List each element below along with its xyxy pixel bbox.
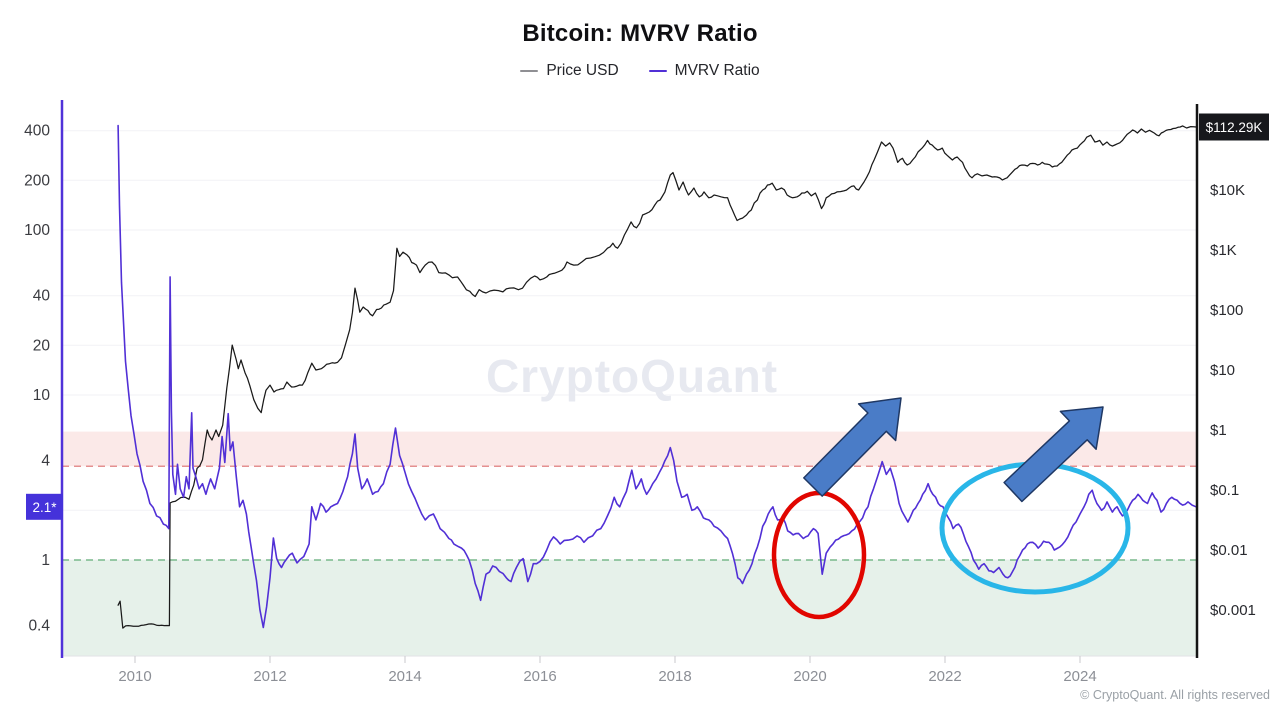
right-tick-label: $1K [1210, 242, 1237, 259]
mvrv-ratio-line [117, 124, 1197, 629]
left-tick-label: 20 [33, 337, 51, 354]
left-axis-labels: 400 200 100 40 20 10 4 1 0.4 [24, 123, 50, 635]
x-tick-label: 2024 [1063, 668, 1096, 685]
right-tick-label: $1 [1210, 422, 1227, 439]
right-axis-labels: $10K $1K $100 $10 $1 $0.1 $0.01 $0.001 [1210, 182, 1256, 619]
x-axis: 2010 2012 2014 2016 2018 2020 2022 2024 [62, 655, 1197, 685]
left-tick-label: 4 [41, 453, 50, 470]
undervalued-band [62, 560, 1197, 656]
up-right-arrow-annotation [1003, 406, 1104, 503]
mvrv-current-badge-label: 2.1* [32, 500, 57, 515]
left-tick-label: 1 [41, 552, 50, 569]
left-tick-label: 10 [33, 387, 51, 404]
x-tick-label: 2016 [523, 668, 556, 685]
x-tick-label: 2020 [793, 668, 826, 685]
watermark: CryptoQuant [486, 350, 778, 402]
x-tick-label: 2022 [928, 668, 961, 685]
right-tick-label: $100 [1210, 302, 1243, 319]
value-badges: 2.1* $112.29K [26, 113, 1269, 520]
x-tick-label: 2014 [388, 668, 421, 685]
x-tick-label: 2012 [253, 668, 286, 685]
threshold-bands [62, 431, 1197, 656]
left-tick-label: 400 [24, 123, 50, 140]
right-tick-label: $0.01 [1210, 542, 1248, 559]
mvrv-line-swatch-icon [648, 69, 667, 73]
price-line-swatch-icon [520, 69, 539, 73]
left-tick-label: 200 [24, 172, 50, 189]
price-current-badge [1199, 113, 1269, 141]
right-tick-label: $10K [1210, 182, 1245, 199]
right-tick-label: $0.001 [1210, 602, 1256, 619]
chart-legend: Price USD MVRV Ratio [0, 62, 1280, 80]
right-tick-label: $10 [1210, 362, 1235, 379]
copyright-text: © CryptoQuant. All rights reserved [1080, 688, 1270, 702]
overvalued-band [62, 431, 1197, 467]
mvrv-current-badge [26, 493, 63, 520]
left-tick-label: 100 [24, 222, 50, 239]
legend-price-label: Price USD [546, 62, 619, 79]
x-tick-label: 2018 [658, 668, 691, 685]
left-tick-label: 0.4 [28, 618, 50, 635]
price-current-badge-label: $112.29K [1206, 120, 1263, 135]
legend-mvrv-label: MVRV Ratio [674, 62, 760, 79]
x-tick-label: 2010 [118, 668, 151, 685]
annotations [771, 397, 1131, 620]
price-usd-line [117, 125, 1197, 629]
legend-item-price[interactable]: Price USD [520, 62, 619, 80]
up-right-arrow-annotation [803, 397, 902, 497]
legend-item-mvrv[interactable]: MVRV Ratio [648, 62, 760, 80]
chart-title: Bitcoin: MVRV Ratio [522, 20, 758, 47]
right-tick-label: $0.1 [1210, 482, 1239, 499]
left-tick-label: 40 [33, 288, 51, 305]
